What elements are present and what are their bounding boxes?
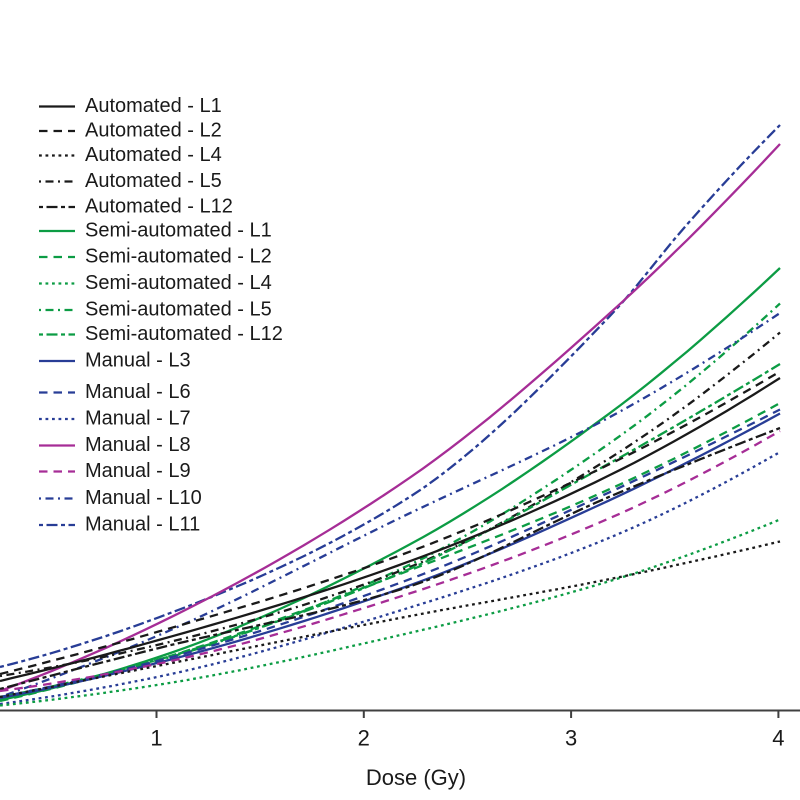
svg-text:Manual - L11: Manual - L11 [85,514,200,536]
svg-text:Semi-automated - L2: Semi-automated - L2 [85,246,272,268]
svg-text:Automated - L1: Automated - L1 [85,95,222,117]
svg-text:Manual - L8: Manual - L8 [85,434,191,456]
svg-text:Dose (Gy): Dose (Gy) [366,765,466,790]
svg-text:Automated - L2: Automated - L2 [85,120,222,142]
svg-text:Manual - L6: Manual - L6 [85,381,191,403]
svg-text:Automated - L4: Automated - L4 [85,144,222,166]
svg-text:Manual - L10: Manual - L10 [85,487,202,509]
svg-text:Semi-automated - L1: Semi-automated - L1 [85,220,272,242]
svg-text:Automated - L12: Automated - L12 [85,196,233,218]
svg-text:Semi-automated - L4: Semi-automated - L4 [85,272,272,294]
svg-text:4: 4 [772,726,784,751]
svg-text:Semi-automated - L12: Semi-automated - L12 [85,323,283,345]
svg-text:Automated - L5: Automated - L5 [85,170,222,192]
svg-text:2: 2 [358,726,370,751]
svg-text:Manual - L3: Manual - L3 [85,350,191,372]
svg-text:1: 1 [150,726,162,751]
svg-text:Manual - L9: Manual - L9 [85,460,191,482]
svg-text:Semi-automated - L5: Semi-automated - L5 [85,299,272,321]
svg-text:Manual - L7: Manual - L7 [85,408,191,430]
svg-text:3: 3 [565,726,577,751]
